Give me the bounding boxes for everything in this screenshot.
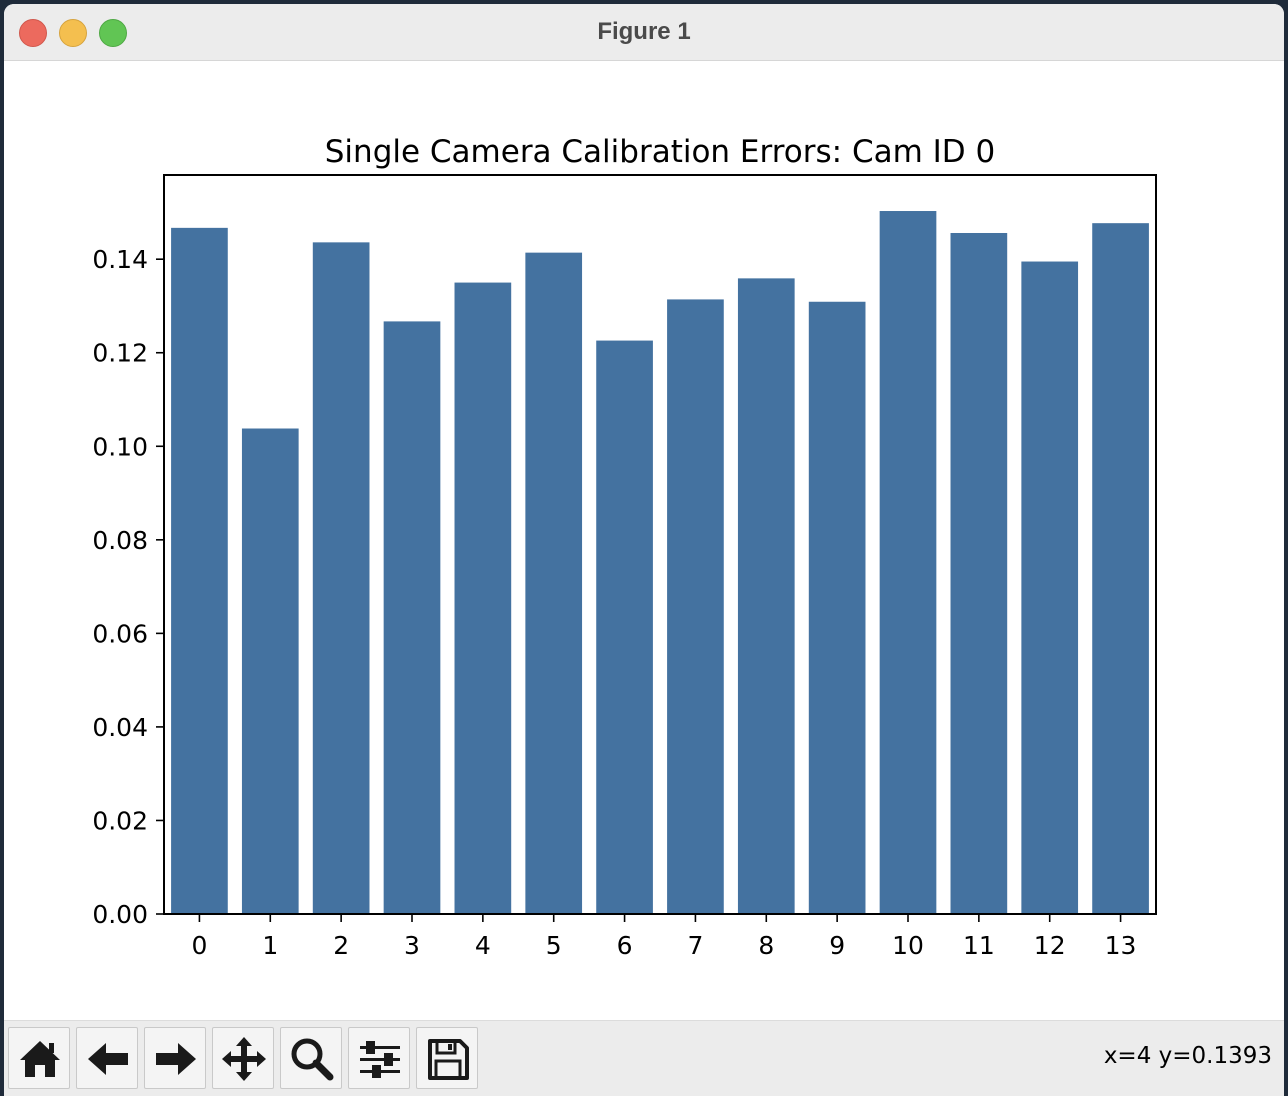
x-tick-label: 11	[963, 931, 995, 960]
window-title: Figure 1	[597, 18, 691, 45]
x-tick-label: 8	[758, 931, 774, 960]
zoom-button[interactable]	[280, 1027, 342, 1089]
bar-2	[312, 242, 370, 914]
y-tick-label: 0.12	[92, 339, 148, 368]
forward-button[interactable]	[144, 1027, 206, 1089]
back-button[interactable]	[76, 1027, 138, 1089]
bar-6	[596, 340, 653, 914]
y-tick-label: 0.06	[92, 619, 148, 648]
bar-0	[171, 227, 228, 914]
bar-4	[454, 282, 512, 914]
cursor-coordinates: x=4 y=0.1393	[1103, 1043, 1272, 1069]
bar-7	[667, 299, 724, 914]
sliders-icon	[360, 1041, 400, 1078]
figure-canvas[interactable]: Single Camera Calibration Errors: Cam ID…	[4, 61, 1284, 1020]
bar-3	[383, 321, 441, 914]
arrow-right-icon	[156, 1043, 196, 1075]
bar-8	[737, 278, 795, 914]
figure-window: Figure 1 Single Camera Calibration Error…	[4, 4, 1284, 1096]
floppy-disk-icon	[428, 1039, 469, 1080]
chart-title: Single Camera Calibration Errors: Cam ID…	[325, 134, 995, 170]
y-tick-label: 0.08	[92, 526, 148, 555]
x-tick-label: 10	[892, 931, 924, 960]
bar-12	[1021, 261, 1079, 914]
home-icon	[20, 1041, 60, 1077]
y-tick-label: 0.02	[92, 806, 148, 835]
x-tick-label: 1	[262, 931, 278, 960]
plot-frame	[163, 174, 1157, 915]
close-window-button[interactable]	[19, 19, 47, 47]
title-bar[interactable]: Figure 1	[4, 4, 1284, 61]
bar-1	[241, 428, 299, 914]
minimize-window-button[interactable]	[59, 19, 87, 47]
x-tick-label: 9	[829, 931, 845, 960]
y-tick-label: 0.00	[92, 900, 148, 929]
y-tick-label: 0.10	[92, 432, 148, 461]
bar-10	[879, 211, 937, 915]
bar-chart: Single Camera Calibration Errors: Cam ID…	[92, 134, 1157, 960]
bar-5	[525, 252, 583, 914]
x-tick-label: 13	[1105, 931, 1137, 960]
navigation-toolbar: x=4 y=0.1393	[4, 1020, 1284, 1096]
y-tick-label: 0.04	[92, 713, 148, 742]
move-icon	[222, 1037, 266, 1081]
maximize-window-button[interactable]	[99, 19, 127, 47]
x-tick-label: 0	[191, 931, 207, 960]
home-button[interactable]	[8, 1027, 70, 1089]
magnifier-icon	[291, 1038, 334, 1081]
x-tick-label: 2	[333, 931, 349, 960]
x-tick-label: 3	[404, 931, 420, 960]
arrow-left-icon	[88, 1043, 128, 1075]
x-tick-label: 12	[1034, 931, 1066, 960]
x-tick-label: 5	[546, 931, 562, 960]
y-tick-label: 0.14	[92, 245, 148, 274]
x-tick-label: 6	[617, 931, 633, 960]
x-tick-label: 7	[687, 931, 703, 960]
save-button[interactable]	[416, 1027, 478, 1089]
bar-11	[950, 232, 1008, 915]
pan-button[interactable]	[212, 1027, 274, 1089]
configure-subplots-button[interactable]	[348, 1027, 410, 1089]
bar-9	[808, 301, 866, 914]
x-tick-label: 4	[475, 931, 491, 960]
bar-13	[1092, 223, 1149, 915]
